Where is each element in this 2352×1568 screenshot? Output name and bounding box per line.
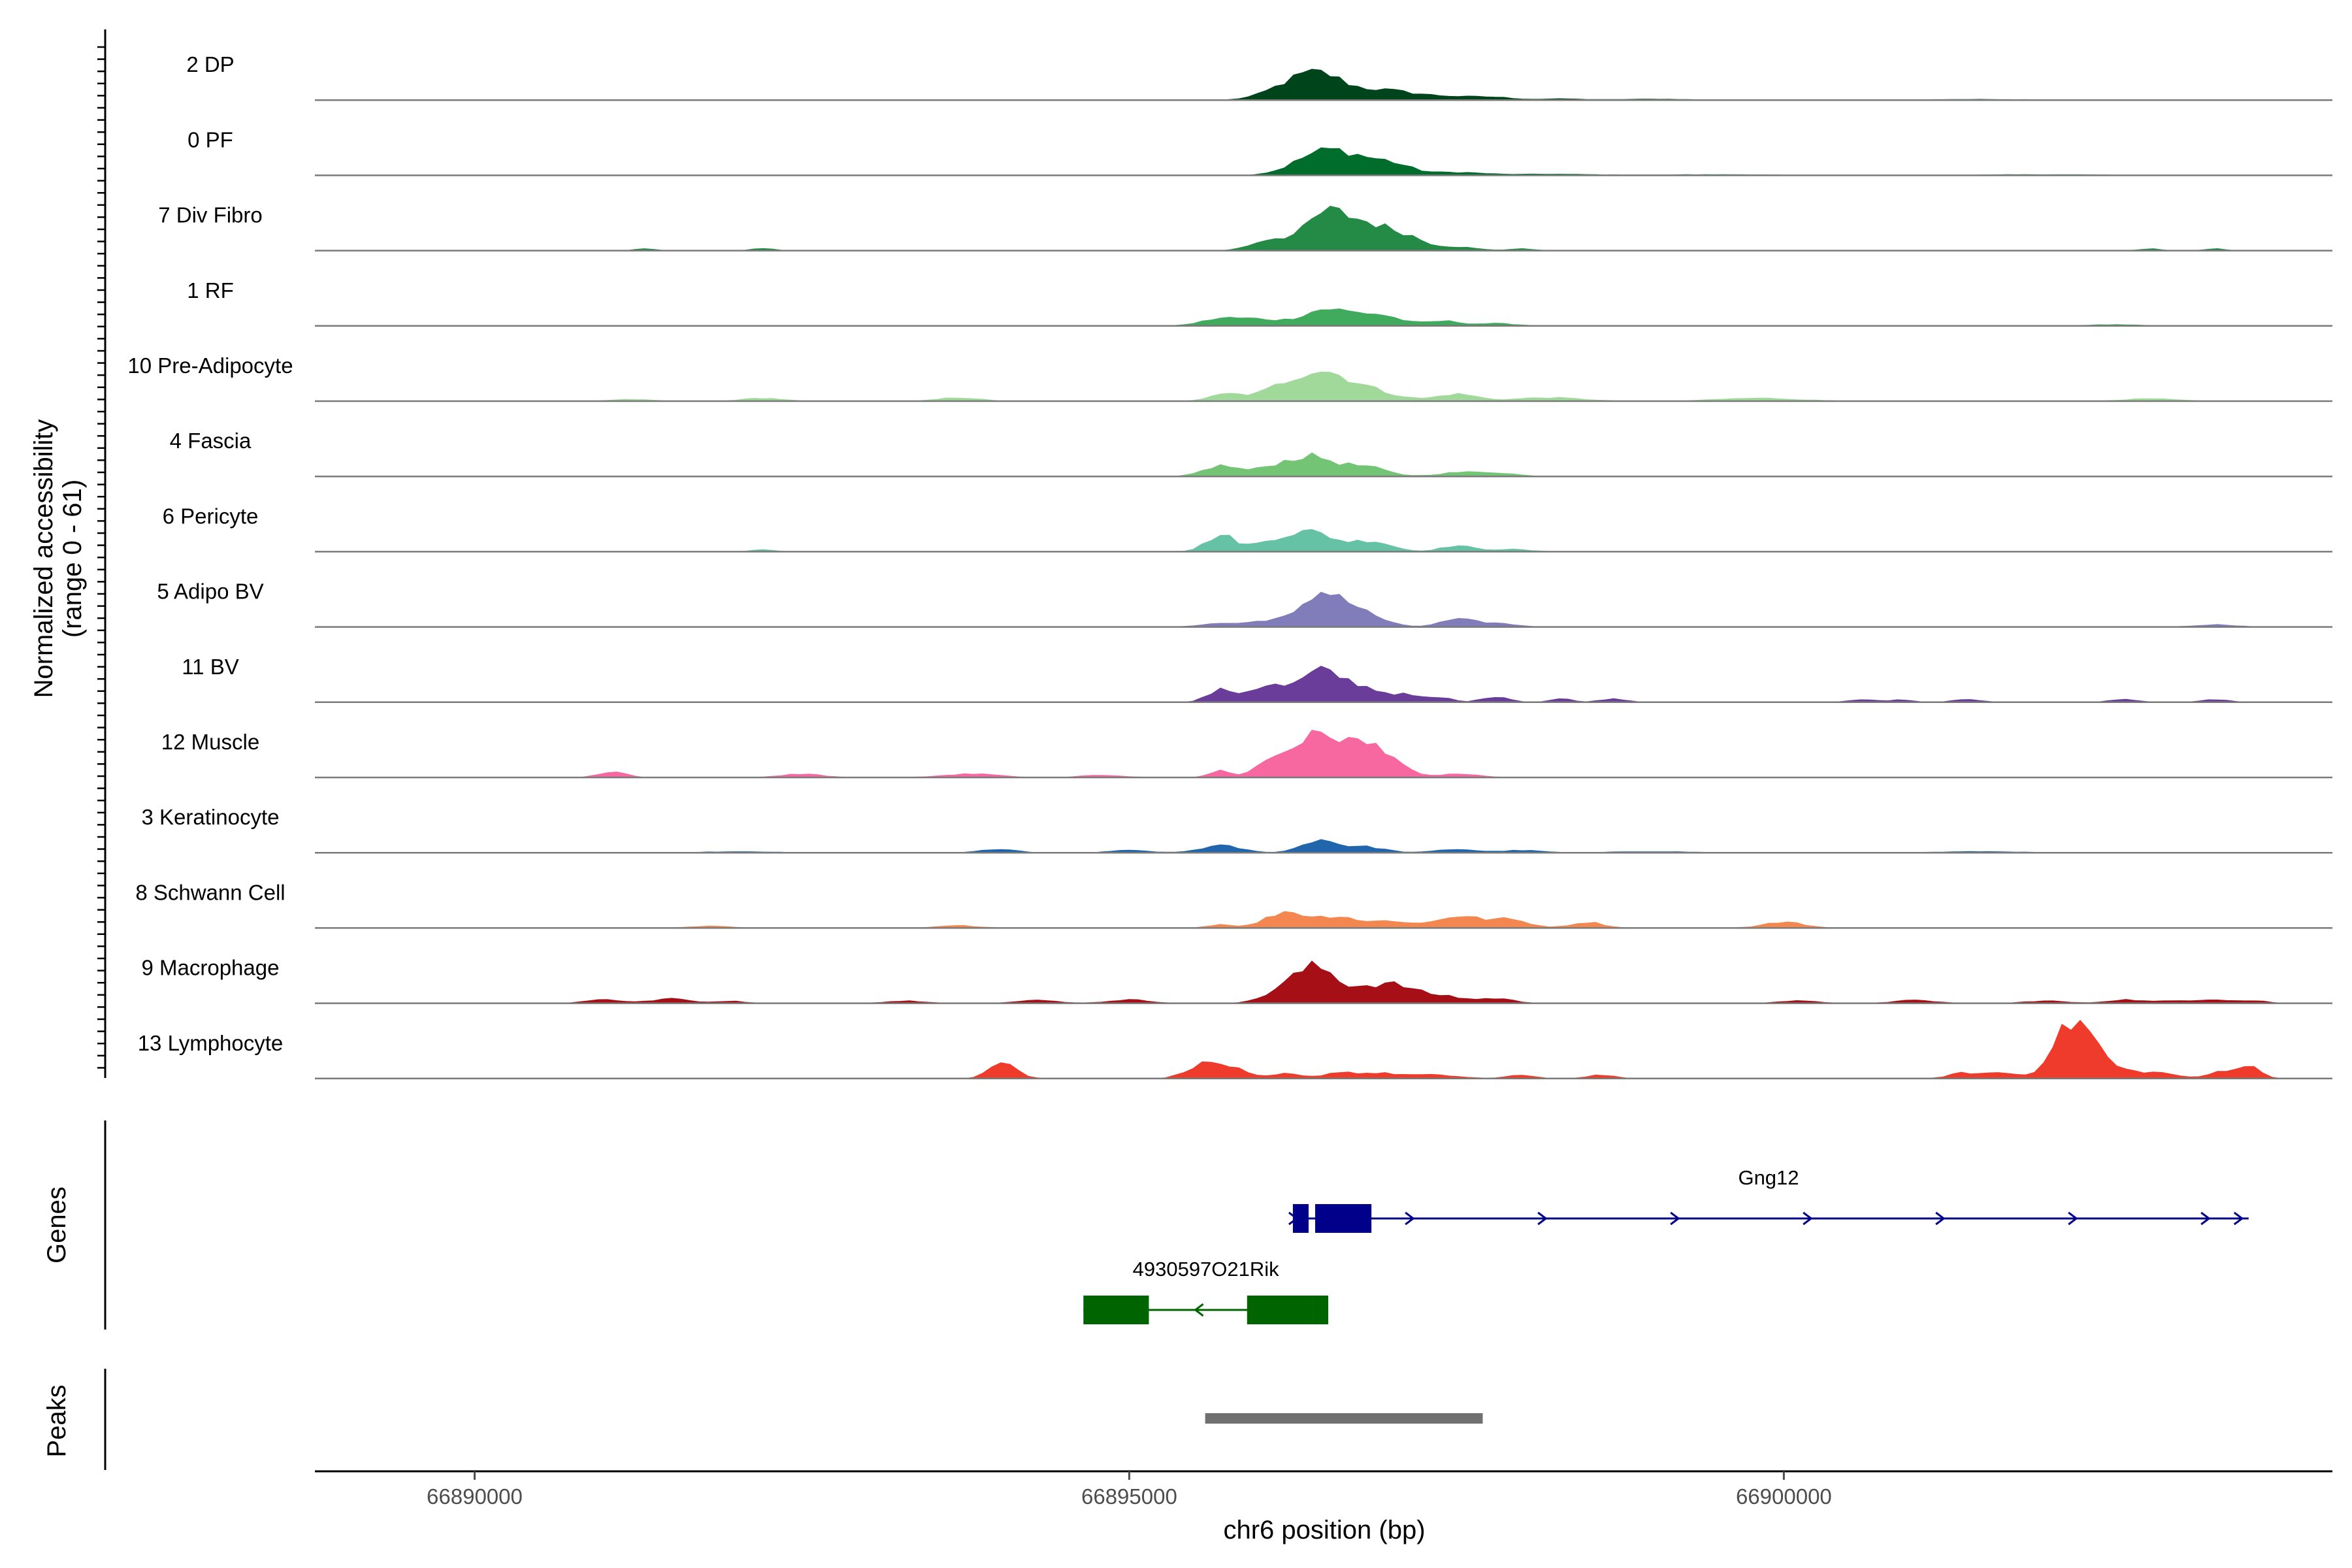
track-label: 10 Pre-Adipocyte [127,353,293,378]
track-label: 5 Adipo BV [157,580,263,604]
x-tick-label: 66890000 [427,1484,523,1509]
accessibility-y-title: Normalized accessibility (range 0 - 61) [29,419,87,698]
track-label: 4 Fascia [170,429,252,453]
track-label: 12 Muscle [161,730,259,754]
peaks-panel-title: Peaks [42,1384,71,1457]
track-13-lymphocyte: 13 Lymphocyte [138,1019,2332,1080]
strand-arrow [1537,1211,1548,1226]
strand-arrow [1288,1211,1299,1226]
accessibility-y-axis [97,29,106,1078]
track-3-keratinocyte: 3 Keratinocyte [142,805,2332,854]
track-label: 9 Macrophage [142,956,280,980]
position-x-axis: 66890000 66895000 66900000 [315,1470,2332,1509]
track-label: 13 Lymphocyte [138,1031,284,1055]
gene-4930597o21rik: 4930597O21Rik [1083,1258,1329,1324]
track-label: 8 Schwann Cell [135,880,285,904]
track-8-schwann-cell: 8 Schwann Cell [135,880,2332,929]
gene-label: 4930597O21Rik [1133,1258,1280,1281]
y-title-line2: (range 0 - 61) [58,480,87,638]
gene-exon [1083,1296,1149,1324]
strand-arrow [1935,1211,1946,1226]
x-tick-label: 66900000 [1736,1484,1832,1509]
track-7-div-fibro: 7 Div Fibro [158,203,2332,252]
track-label: 0 PF [188,127,233,152]
coverage-area [315,911,2332,928]
track-label: 11 BV [182,655,238,679]
coverage-area [315,666,2332,703]
track-6-pericyte: 6 Pericyte [163,504,2332,553]
coverage-area [315,69,2332,101]
track-label: 7 Div Fibro [158,203,263,227]
track-1-rf: 1 RF [187,278,2332,327]
coverage-area [315,205,2332,252]
genes-track: Gng12 4930597O21Rik [1083,1166,2249,1324]
coverage-area [315,529,2332,552]
coverage-tracks: 2 DP 0 PF 7 Div Fibro 1 RF 10 Pre-Adipocyte 4… [127,52,2332,1080]
y-title-line1: Normalized accessibility [29,419,58,698]
track-4-fascia: 4 Fascia [170,429,2332,478]
coverage-area [315,147,2332,176]
strand-arrow [2200,1211,2211,1226]
strand-arrow [1803,1211,1813,1226]
coverage-area [315,452,2332,477]
peaks-track [1205,1413,1483,1424]
gene-exon [1315,1204,1372,1233]
track-10-pre-adipocyte: 10 Pre-Adipocyte [127,353,2332,402]
gene-exon [1312,1296,1329,1324]
track-11-bv: 11 BV [182,655,2332,704]
track-0-pf: 0 PF [188,127,2332,176]
gene-gng12: Gng12 [1288,1166,2249,1233]
gene-label: Gng12 [1738,1166,1799,1189]
gene-exon [1247,1296,1313,1324]
coverage-area [315,730,2332,778]
track-5-adipo-bv: 5 Adipo BV [157,580,2332,628]
genes-panel-title: Genes [42,1186,71,1264]
coverage-area [315,1019,2332,1079]
track-label: 2 DP [186,52,234,76]
coverage-area [315,371,2332,402]
x-axis-title: chr6 position (bp) [1223,1516,1425,1544]
track-9-macrophage: 9 Macrophage [142,956,2332,1004]
coverage-area [315,839,2332,853]
strand-arrow [2233,1211,2244,1226]
track-12-muscle: 12 Muscle [161,730,2332,779]
x-tick-label: 66895000 [1081,1484,1177,1509]
strand-arrow [2068,1211,2078,1226]
coverage-area [315,591,2332,628]
strand-arrow [1670,1211,1680,1226]
track-label: 1 RF [187,278,234,302]
track-label: 3 Keratinocyte [142,805,280,829]
peak-region-bar [1205,1413,1483,1424]
coverage-area [315,960,2332,1004]
track-2-dp: 2 DP [186,52,2332,101]
coverage-area [315,308,2332,327]
strand-arrow [1194,1303,1204,1317]
track-label: 6 Pericyte [163,504,259,528]
strand-arrow [1405,1211,1415,1226]
